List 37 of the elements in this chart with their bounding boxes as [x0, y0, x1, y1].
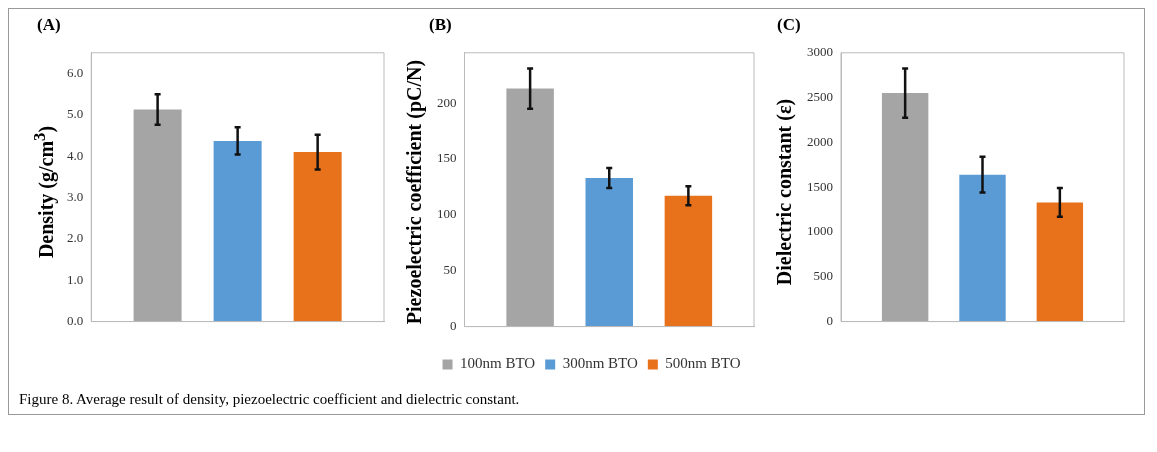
- bar: [293, 152, 342, 322]
- bar: [1036, 202, 1084, 322]
- y-tick-label: 500: [813, 268, 833, 284]
- y-tick-label: 1000: [807, 223, 833, 239]
- chart-title: (A): [37, 15, 62, 36]
- y-tick-label: 2500: [807, 89, 833, 105]
- y-tick-label: 50: [443, 262, 457, 278]
- y-tick-label: 150: [437, 150, 457, 166]
- y-tick-label: 3.0: [67, 188, 84, 204]
- y-axis-title: Piezoelectric coefficient (pC/N): [402, 59, 426, 325]
- y-tick-label: 1.0: [67, 271, 84, 287]
- bar: [881, 93, 929, 322]
- y-tick-label: 5.0: [67, 106, 84, 122]
- chart-title: (C): [777, 15, 802, 36]
- y-tick-label: 0: [450, 318, 457, 334]
- legend-label: 300nm BTO: [562, 355, 638, 372]
- y-tick-label: 1500: [807, 178, 833, 194]
- y-tick-label: 0.0: [67, 313, 84, 329]
- chart-title: (B): [429, 15, 453, 36]
- bar: [133, 109, 182, 322]
- y-tick-label: 0: [826, 313, 833, 329]
- bar: [664, 195, 713, 327]
- legend-label: 500nm BTO: [665, 355, 741, 372]
- y-tick-label: 2.0: [67, 230, 84, 246]
- y-tick-label: 100: [437, 206, 457, 222]
- bar: [213, 140, 262, 322]
- y-tick-label: 200: [437, 94, 457, 110]
- bar: [959, 174, 1006, 322]
- y-axis-title: Dielectric constant (ε): [772, 98, 796, 286]
- y-tick-label: 3000: [807, 44, 833, 60]
- legend-label: 100nm BTO: [460, 355, 536, 372]
- y-tick-label: 6.0: [67, 64, 84, 80]
- bar: [506, 88, 554, 327]
- y-tick-label: 4.0: [67, 147, 84, 163]
- bar: [585, 177, 633, 327]
- y-tick-label: 2000: [807, 133, 833, 149]
- caption: Figure 8. Average result of density, piezoelectric coefficient and dielectric constant.: [19, 391, 521, 408]
